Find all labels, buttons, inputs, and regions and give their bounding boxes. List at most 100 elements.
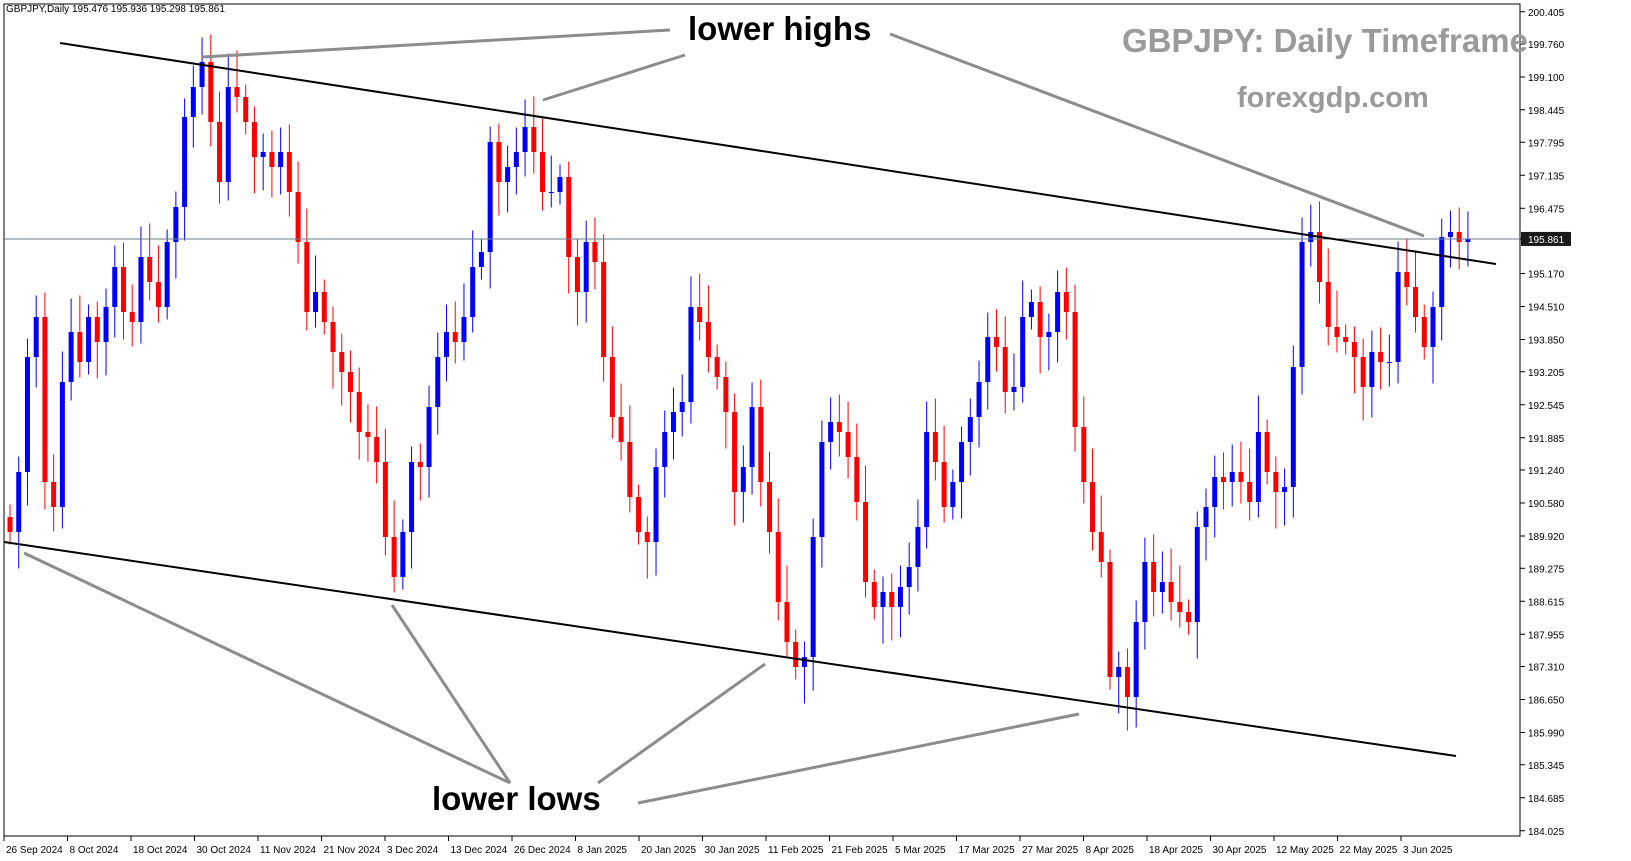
candle-body bbox=[662, 432, 668, 467]
x-tick-label: 26 Sep 2024 bbox=[6, 845, 63, 856]
y-tick-label: 195.170 bbox=[1528, 270, 1565, 281]
candle-body bbox=[86, 317, 92, 362]
x-tick-label: 27 Mar 2025 bbox=[1022, 845, 1079, 856]
candle-body bbox=[1308, 232, 1314, 242]
y-tick-label: 196.475 bbox=[1528, 204, 1565, 215]
candle-body bbox=[505, 167, 511, 182]
candle-body bbox=[339, 352, 345, 372]
candle-body bbox=[391, 537, 397, 577]
y-tick-label: 184.685 bbox=[1528, 794, 1565, 805]
candle-body bbox=[147, 257, 153, 282]
candle-body bbox=[1151, 562, 1157, 592]
pointer-line bbox=[23, 551, 511, 785]
candle-body bbox=[260, 152, 266, 157]
candle-body bbox=[670, 412, 676, 432]
pointer-line bbox=[201, 28, 671, 59]
x-tick-label: 8 Apr 2025 bbox=[1086, 845, 1135, 856]
candle-body bbox=[426, 407, 432, 467]
candle-body bbox=[1186, 612, 1192, 622]
candle-body bbox=[365, 432, 371, 437]
candle-body bbox=[1142, 562, 1148, 622]
candle-body bbox=[278, 152, 284, 167]
candle-body bbox=[959, 442, 965, 482]
candle-body bbox=[487, 142, 493, 252]
candle-body bbox=[976, 382, 982, 417]
candle-body bbox=[1395, 272, 1401, 362]
candle-body bbox=[627, 442, 633, 497]
candle-body bbox=[723, 377, 729, 412]
x-tick-label: 18 Oct 2024 bbox=[133, 845, 188, 856]
candle-body bbox=[531, 127, 537, 152]
candle-body bbox=[880, 592, 886, 607]
plot-frame bbox=[3, 3, 1521, 837]
candle-body bbox=[1404, 272, 1410, 287]
candle-body bbox=[609, 357, 615, 417]
x-tick-label: 8 Oct 2024 bbox=[70, 845, 119, 856]
lower-trendline bbox=[3, 541, 1457, 757]
x-tick-label: 11 Nov 2024 bbox=[260, 845, 316, 856]
candle-body bbox=[574, 257, 580, 292]
candle-body bbox=[138, 257, 144, 322]
last-price-box bbox=[1521, 231, 1571, 246]
candle-body bbox=[1264, 432, 1270, 472]
candle-body bbox=[400, 532, 406, 577]
candle-body bbox=[950, 482, 956, 507]
candle-body bbox=[129, 312, 135, 322]
price-axis: 200.405 199.760 199.100 198.445 197.795 197.1… bbox=[1520, 8, 1571, 838]
candle-body bbox=[59, 382, 65, 507]
x-tick-label: 30 Oct 2024 bbox=[197, 845, 252, 856]
x-tick-label: 3 Dec 2024 bbox=[387, 845, 439, 856]
candle-body bbox=[1028, 302, 1034, 317]
candle-body bbox=[705, 322, 711, 357]
candle-body bbox=[863, 502, 869, 582]
candle-body bbox=[321, 292, 327, 322]
x-tick-label: 30 Jan 2025 bbox=[705, 845, 760, 856]
trendlines bbox=[3, 28, 1520, 805]
candle-body bbox=[836, 422, 842, 432]
candle-body bbox=[828, 422, 834, 442]
candle-body bbox=[1447, 232, 1453, 237]
candle-body bbox=[217, 122, 223, 182]
candle-body bbox=[985, 337, 991, 382]
chart-subtitle: forexgdp.com bbox=[1237, 82, 1429, 114]
candle-body bbox=[234, 87, 240, 97]
candle-body bbox=[775, 532, 781, 602]
candle-body bbox=[784, 602, 790, 642]
candle-body bbox=[1168, 582, 1174, 602]
last-price-label: 195.861 bbox=[1528, 235, 1565, 246]
x-tick-label: 12 May 2025 bbox=[1276, 845, 1334, 856]
candle-body bbox=[496, 142, 502, 182]
x-tick-label: 11 Feb 2025 bbox=[768, 845, 824, 856]
pointer-line bbox=[637, 712, 1080, 805]
candle-body bbox=[1351, 342, 1357, 357]
candle-body bbox=[941, 462, 947, 507]
candle-body bbox=[810, 537, 816, 657]
candle-body bbox=[1465, 238, 1471, 242]
candle-body bbox=[1238, 472, 1244, 482]
candle-body bbox=[1203, 507, 1209, 527]
candle-body bbox=[679, 402, 685, 412]
candle-body bbox=[583, 242, 589, 292]
y-tick-label: 199.760 bbox=[1528, 40, 1565, 51]
y-tick-label: 189.920 bbox=[1528, 532, 1565, 543]
candle-body bbox=[77, 332, 83, 362]
candle-body bbox=[1124, 667, 1130, 697]
candle-body bbox=[1020, 317, 1026, 387]
candle-body bbox=[1430, 307, 1436, 347]
candle-body bbox=[1212, 477, 1218, 507]
candle-body bbox=[173, 207, 179, 242]
candle-body bbox=[1378, 352, 1384, 362]
candle-body bbox=[42, 317, 48, 482]
chart-title: GBPJPY: Daily Timeframe bbox=[1122, 22, 1528, 59]
candle-body bbox=[1037, 302, 1043, 337]
candle-body bbox=[1386, 362, 1392, 363]
candle-body bbox=[444, 332, 449, 357]
candle-body bbox=[1177, 602, 1183, 612]
candle-body bbox=[1159, 582, 1165, 592]
candle-body bbox=[932, 432, 938, 462]
y-tick-label: 191.885 bbox=[1528, 434, 1565, 445]
x-tick-label: 26 Dec 2024 bbox=[514, 845, 571, 856]
y-tick-label: 193.850 bbox=[1528, 336, 1565, 347]
candle-body bbox=[382, 462, 388, 537]
